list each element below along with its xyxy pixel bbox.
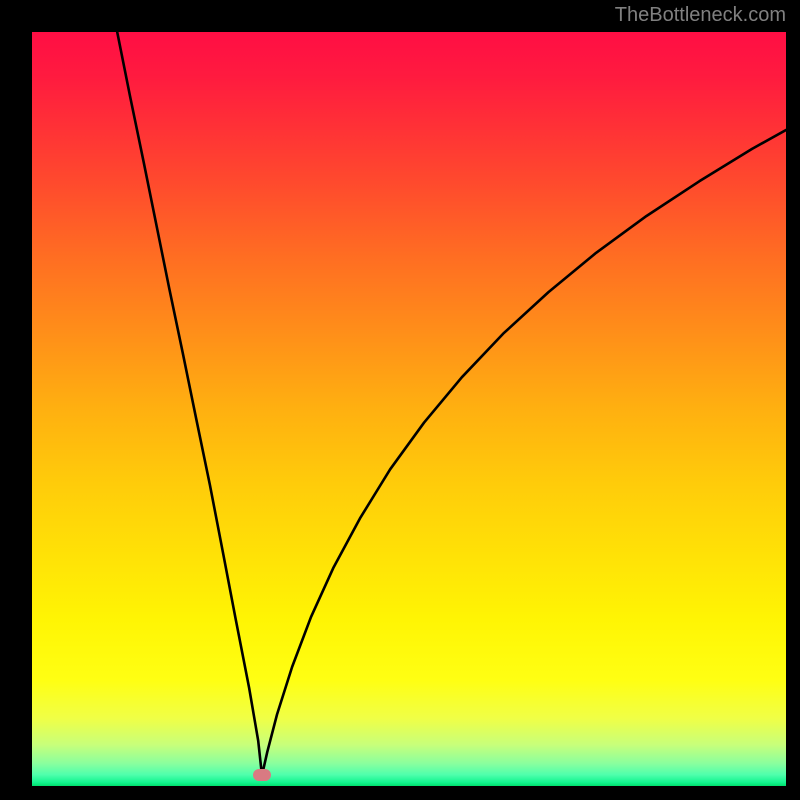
curve-svg bbox=[32, 32, 786, 786]
watermark-text: TheBottleneck.com bbox=[615, 4, 786, 27]
chart-container bbox=[0, 0, 800, 800]
bottleneck-curve bbox=[117, 32, 786, 775]
minimum-marker bbox=[253, 769, 271, 781]
plot-area bbox=[32, 32, 786, 786]
